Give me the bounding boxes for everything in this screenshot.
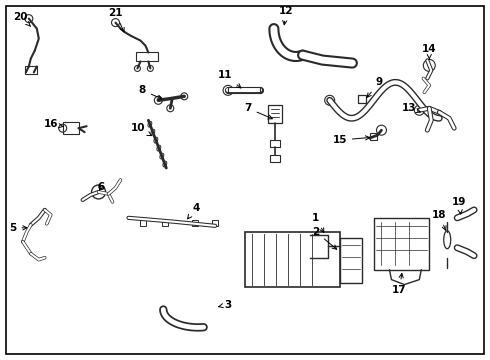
Bar [340,238,362,283]
Text: 13: 13 [402,103,420,113]
Text: 9: 9 [367,77,383,97]
Text: 20: 20 [14,12,31,26]
Text: 11: 11 [218,71,241,88]
Bar [270,140,280,147]
Text: 17: 17 [392,274,407,294]
Text: 15: 15 [332,135,369,145]
Text: 7: 7 [245,103,272,119]
Bar [136,53,158,62]
Text: 12: 12 [279,6,293,25]
Bar [245,232,340,287]
Bar [374,218,429,270]
Bar [369,133,377,140]
Bar [192,220,198,226]
Text: 21: 21 [108,8,124,32]
Bar [141,220,147,226]
Text: 10: 10 [131,123,151,136]
Bar [162,220,168,226]
Text: 4: 4 [188,203,200,219]
Text: 6: 6 [97,182,104,192]
Text: 8: 8 [139,85,162,99]
Text: 19: 19 [452,197,466,214]
Text: 1: 1 [312,213,324,233]
Text: 5: 5 [9,223,27,233]
Text: 16: 16 [44,119,64,129]
Text: 14: 14 [422,44,437,59]
Bar [212,220,218,226]
Bar [63,122,78,134]
Text: 18: 18 [432,210,446,230]
Bar [270,155,280,162]
Text: 3: 3 [219,300,232,310]
Text: 2: 2 [312,227,337,249]
Bar [268,105,282,123]
Bar [25,67,37,75]
Bar [358,95,366,103]
